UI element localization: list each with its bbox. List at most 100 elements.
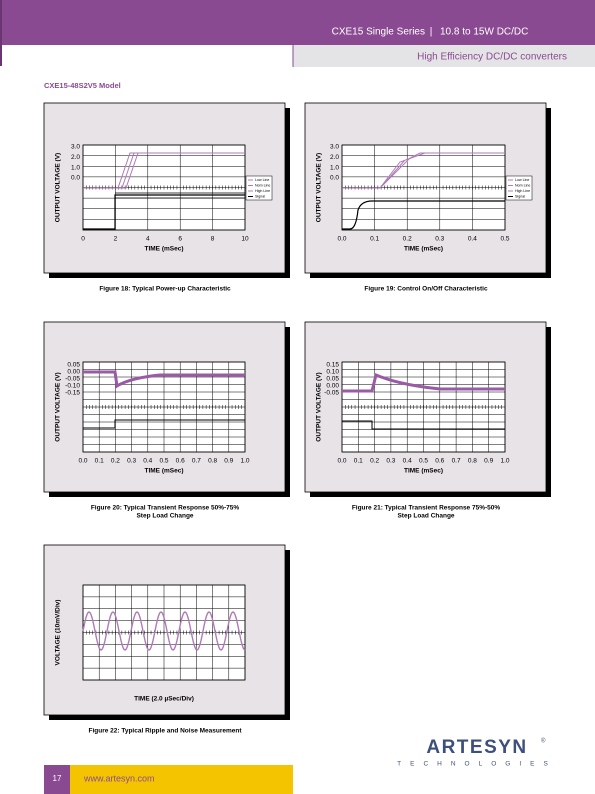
- header-band: [0, 0, 595, 45]
- legend-label: High Line: [515, 189, 530, 193]
- subtitle-band: [293, 45, 595, 67]
- x-axis-label: TIME (mSec): [404, 246, 443, 253]
- x-tick-label: 0.1: [354, 458, 363, 465]
- waveform: [342, 372, 505, 393]
- y-axis-label: OUTPUT VOLTAGE (V): [316, 153, 323, 222]
- y-tick-label: 1.0: [71, 164, 80, 171]
- legend-label: Nom Line: [515, 183, 530, 187]
- x-tick-label: 0.6: [435, 458, 444, 465]
- figure-caption: Step Load Change: [136, 513, 193, 520]
- y-tick-label: 0.00: [326, 383, 339, 390]
- x-tick-label: 0.5: [419, 458, 428, 465]
- x-tick-label: 0.3: [386, 458, 395, 465]
- y-tick-label: 2.0: [71, 154, 80, 161]
- x-tick-label: 4: [146, 236, 150, 243]
- legend-label: Signal: [515, 194, 525, 198]
- figure-caption: Figure 20: Typical Transient Response 50…: [91, 505, 240, 512]
- x-tick-label: 0: [81, 236, 85, 243]
- y-tick-label: 0.05: [326, 376, 339, 383]
- x-tick-label: 0.7: [452, 458, 461, 465]
- x-tick-label: 0.0: [337, 236, 346, 243]
- x-tick-label: 10: [241, 236, 249, 243]
- x-tick-label: 0.4: [143, 458, 152, 465]
- footer-url[interactable]: www.artesyn.com: [83, 773, 155, 783]
- y-tick-label: 0.0: [71, 175, 80, 182]
- header-series: CXE15 Single Series: [332, 27, 425, 38]
- waveform: [342, 420, 505, 430]
- model-name: CXE15-48S2V5 Model: [44, 81, 121, 90]
- x-tick-label: 6: [178, 236, 182, 243]
- x-tick-label: 0.5: [500, 236, 509, 243]
- figure-caption: Step Load Change: [397, 513, 454, 520]
- header-range: 10.8 to 15W DC/DC: [440, 27, 528, 38]
- y-axis-label: OUTPUT VOLTAGE (V): [55, 372, 62, 441]
- y-axis-label: OUTPUT VOLTAGE (V): [55, 153, 62, 222]
- x-tick-label: 0.0: [337, 458, 346, 465]
- legend-label: Low Line: [255, 178, 269, 182]
- header-separator: |: [430, 27, 433, 38]
- x-axis-label: TIME (mSec): [144, 468, 183, 475]
- legend-label: Signal: [255, 194, 265, 198]
- x-axis-label: TIME (mSec): [404, 468, 443, 475]
- x-tick-label: 0.1: [95, 458, 104, 465]
- x-tick-label: 0.2: [370, 458, 379, 465]
- x-tick-label: 0.8: [468, 458, 477, 465]
- x-tick-label: 0.8: [208, 458, 217, 465]
- waveform: [379, 152, 426, 189]
- x-tick-label: 1.0: [500, 458, 509, 465]
- waveform: [83, 194, 245, 230]
- figure-caption: Figure 21: Typical Transient Response 75…: [352, 505, 501, 512]
- y-axis-label: VOLTAGE (10mV/Div): [55, 600, 62, 666]
- x-tick-label: 0.3: [435, 236, 444, 243]
- logo-tagline: TECHNOLOGIES: [397, 761, 557, 768]
- header-subtitle: High Efficiency DC/DC converters: [417, 52, 567, 63]
- y-tick-label: -0.15: [65, 390, 80, 397]
- x-tick-label: 0.2: [403, 236, 412, 243]
- figure-caption: Figure 19: Control On/Off Characteristic: [364, 286, 488, 293]
- legend-label: Nom Line: [255, 183, 270, 187]
- y-axis-label: OUTPUT VOLTAGE (V): [316, 372, 323, 441]
- figure-caption: Figure 18: Typical Power-up Characterist…: [99, 286, 231, 293]
- x-axis-label: TIME (2.0 µSec/Div): [134, 696, 194, 703]
- y-tick-label: 0.05: [67, 362, 80, 369]
- y-tick-label: -0.10: [65, 383, 80, 390]
- figures: 0 2 4 6 8 10 3.0 2.0 1.0 0.0 TIME (mSec) OUTPUT VOL…: [43, 102, 551, 735]
- y-tick-label: 2.0: [330, 154, 339, 161]
- x-tick-label: 0.3: [127, 458, 136, 465]
- y-tick-label: 0.0: [330, 175, 339, 182]
- x-tick-label: 0.4: [468, 236, 477, 243]
- y-tick-label: 3.0: [330, 144, 339, 151]
- waveform: [83, 370, 245, 389]
- x-tick-label: 0.0: [78, 458, 87, 465]
- y-tick-label: -0.05: [324, 390, 339, 397]
- x-tick-label: 1.0: [240, 458, 249, 465]
- x-tick-label: 8: [211, 236, 215, 243]
- y-tick-label: 0.15: [326, 362, 339, 369]
- y-tick-label: 3.0: [71, 144, 80, 151]
- page-number-box: [44, 765, 70, 794]
- url-box: [70, 765, 293, 794]
- x-tick-label: 0.5: [159, 458, 168, 465]
- x-tick-label: 0.4: [403, 458, 412, 465]
- x-axis-label: TIME (mSec): [144, 246, 183, 253]
- legend-label: Low Line: [515, 178, 529, 182]
- logo-registered: ®: [541, 738, 546, 745]
- x-tick-label: 0.9: [484, 458, 493, 465]
- x-tick-label: 0.6: [176, 458, 185, 465]
- y-tick-label: 0.10: [326, 369, 339, 376]
- waveform: [342, 200, 505, 230]
- y-tick-label: 0.00: [67, 369, 80, 376]
- header-edge: [0, 0, 2, 66]
- waveform: [83, 419, 245, 429]
- x-tick-label: 0.2: [111, 458, 120, 465]
- waveform: [82, 611, 246, 651]
- legend-label: High Line: [255, 189, 270, 193]
- x-tick-label: 0.1: [370, 236, 379, 243]
- waveform: [115, 192, 245, 199]
- figure-caption: Figure 22: Typical Ripple and Noise Meas…: [88, 728, 242, 735]
- y-tick-label: -0.05: [65, 376, 80, 383]
- x-tick-label: 0.9: [224, 458, 233, 465]
- waveforms: [82, 152, 505, 651]
- x-tick-label: 2: [114, 236, 118, 243]
